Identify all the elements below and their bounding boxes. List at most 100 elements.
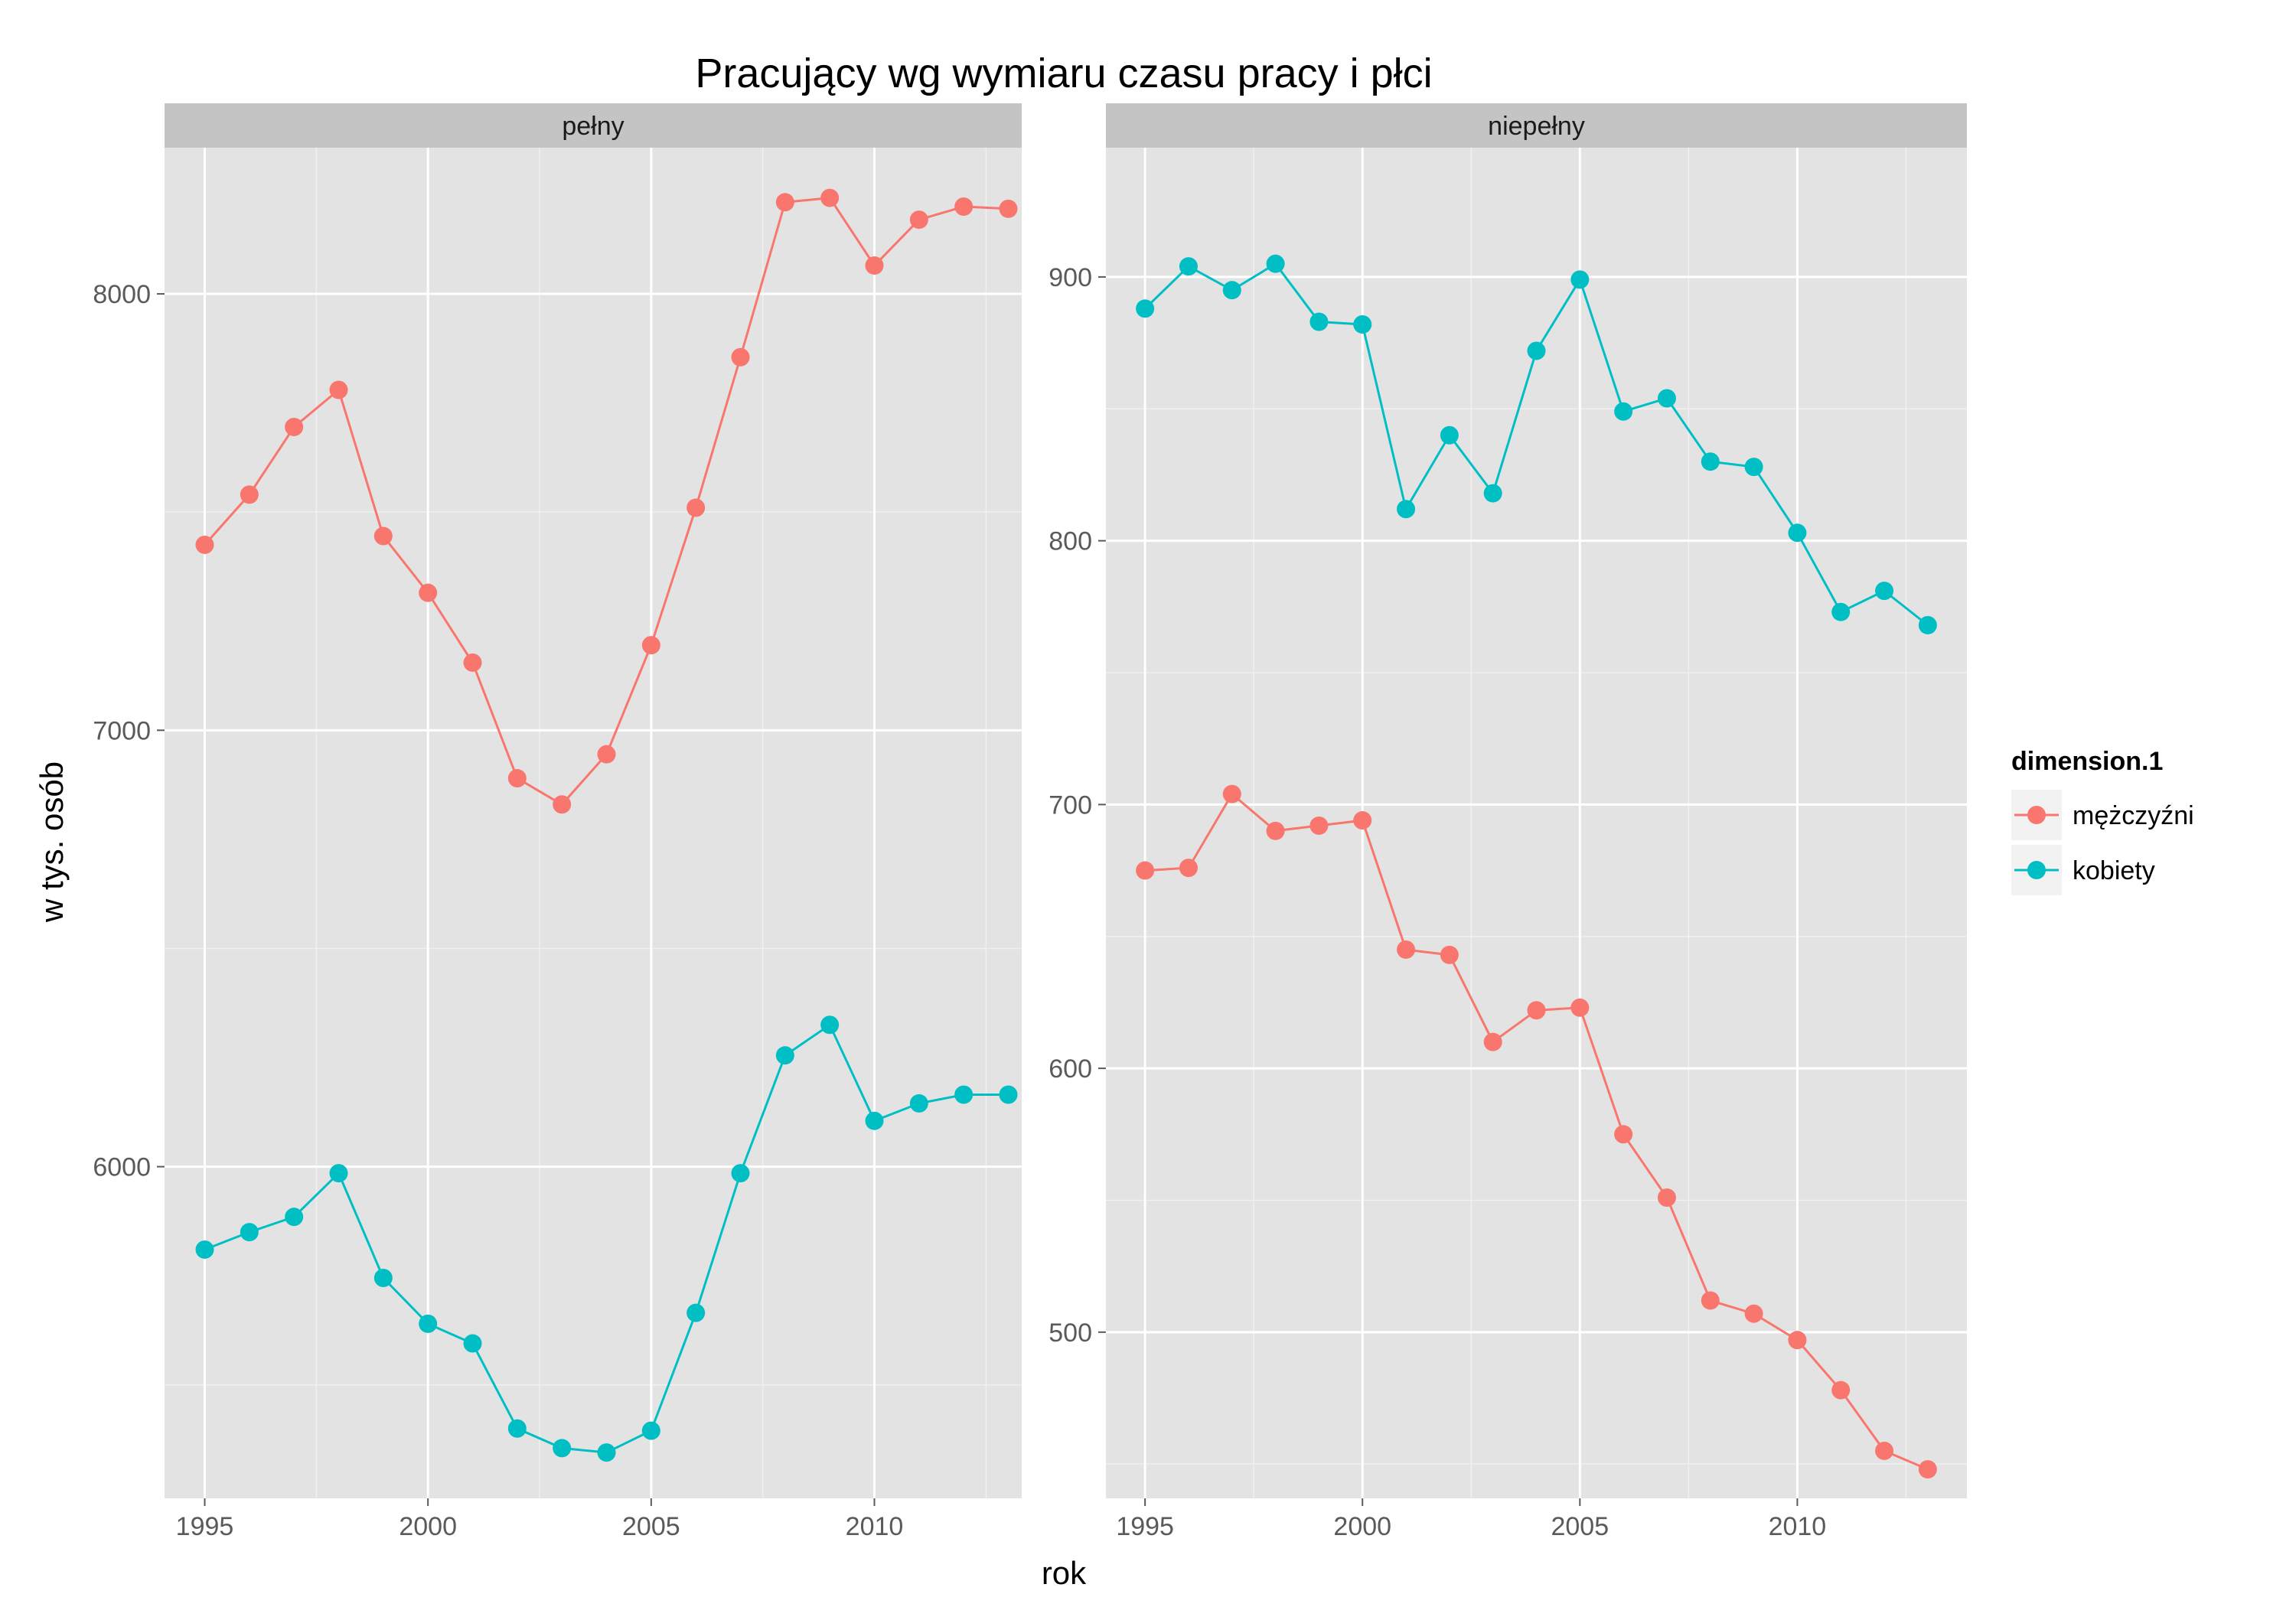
data-point: [1527, 341, 1546, 360]
data-point: [329, 1164, 348, 1183]
legend-label: mężczyźni: [2073, 801, 2194, 830]
x-tick-label: 2005: [1551, 1512, 1609, 1541]
x-tick-label: 2005: [622, 1512, 680, 1541]
data-point: [1309, 312, 1329, 331]
data-point: [999, 1085, 1018, 1104]
y-axis-title: w tys. osób: [34, 761, 70, 923]
data-point: [1222, 784, 1241, 804]
y-tick-label: 800: [1049, 527, 1092, 556]
data-point: [1222, 281, 1241, 300]
data-point: [553, 795, 572, 814]
data-point: [1309, 816, 1329, 835]
data-point: [1483, 1032, 1502, 1051]
data-point: [731, 347, 750, 367]
facet-strip: [165, 103, 1022, 148]
data-point: [1570, 998, 1590, 1017]
legend-entries: mężczyźni kobiety: [2011, 790, 2194, 895]
data-point: [463, 1334, 482, 1353]
y-tick-label: 700: [1049, 790, 1092, 820]
data-point: [1353, 315, 1372, 334]
data-point: [1614, 1125, 1633, 1144]
data-point: [195, 1240, 214, 1259]
data-point: [865, 1111, 884, 1130]
data-point: [240, 1223, 259, 1242]
data-point: [1831, 602, 1851, 621]
data-point: [285, 417, 304, 436]
data-point: [641, 1421, 660, 1440]
data-point: [373, 1269, 393, 1288]
x-tick-label: 1995: [1116, 1512, 1174, 1541]
data-point: [775, 193, 794, 212]
data-point: [1136, 861, 1155, 880]
legend-title: dimension.1: [2011, 747, 2163, 776]
data-point: [1570, 270, 1590, 289]
data-point: [1440, 945, 1459, 964]
legend: dimension.1 mężczyźni kobiety: [2011, 747, 2194, 895]
y-tick-label: 900: [1049, 263, 1092, 292]
data-point: [1179, 257, 1198, 276]
legend-key-point: [2027, 806, 2046, 824]
data-point: [1875, 1441, 1894, 1460]
x-tick-label: 2000: [399, 1512, 457, 1541]
x-tick-label: 2010: [846, 1512, 904, 1541]
legend-label: kobiety: [2073, 856, 2155, 885]
data-point: [1614, 402, 1633, 421]
data-point: [507, 769, 527, 788]
data-point: [687, 498, 706, 517]
series-mężczyźni: [1136, 784, 1937, 1479]
data-point: [1136, 299, 1155, 318]
data-point: [909, 1094, 928, 1113]
data-point: [195, 535, 214, 554]
data-point: [909, 210, 928, 230]
data-point: [820, 188, 840, 207]
y-tick-label: 600: [1049, 1054, 1092, 1084]
data-point: [597, 1443, 616, 1462]
y-tick-label: 7000: [93, 716, 151, 745]
x-tick-label: 1995: [176, 1512, 234, 1541]
data-point: [1353, 811, 1372, 830]
data-point: [687, 1303, 706, 1322]
y-tick-label: 8000: [93, 280, 151, 309]
data-point: [954, 197, 974, 216]
data-point: [373, 526, 393, 546]
series-kobiety: [1136, 254, 1937, 634]
series-kobiety: [195, 1015, 1018, 1462]
x-tick-label: 2000: [1333, 1512, 1391, 1541]
panel-background: [1106, 148, 1967, 1498]
data-point: [1440, 425, 1459, 445]
facet-strip-label: pełny: [562, 112, 624, 141]
data-point: [731, 1164, 750, 1183]
data-point: [1527, 1001, 1546, 1020]
data-point: [1266, 821, 1285, 840]
chart-title: Pracujący wg wymiaru czasu pracy i płci: [695, 51, 1432, 96]
data-point: [597, 745, 616, 764]
data-point: [1918, 615, 1937, 634]
data-point: [463, 653, 482, 672]
data-point: [1483, 484, 1502, 503]
data-point: [329, 380, 348, 399]
legend-key-point: [2027, 861, 2046, 879]
series-mężczyźni: [195, 188, 1018, 814]
data-point: [419, 583, 438, 602]
data-point: [1788, 523, 1807, 543]
data-point: [1701, 452, 1720, 471]
data-point: [1397, 500, 1416, 519]
data-point: [285, 1208, 304, 1227]
data-point: [1744, 458, 1763, 477]
data-point: [1657, 1188, 1676, 1208]
data-point: [1875, 582, 1894, 601]
data-point: [240, 485, 259, 504]
panels: pełny 6000 7000 8000 1995 2000 2005 2010 niepełn…: [93, 103, 1967, 1541]
data-point: [1657, 389, 1676, 408]
data-point: [775, 1046, 794, 1065]
facet-strip-label: niepełny: [1488, 112, 1585, 141]
data-point: [1266, 254, 1285, 273]
data-point: [1701, 1291, 1720, 1310]
data-point: [1918, 1460, 1937, 1479]
facet-strip: [1106, 103, 1967, 148]
data-point: [1397, 940, 1416, 959]
panel-background: [165, 148, 1022, 1498]
data-point: [999, 199, 1018, 218]
y-tick-label: 6000: [93, 1153, 151, 1182]
data-point: [419, 1314, 438, 1333]
